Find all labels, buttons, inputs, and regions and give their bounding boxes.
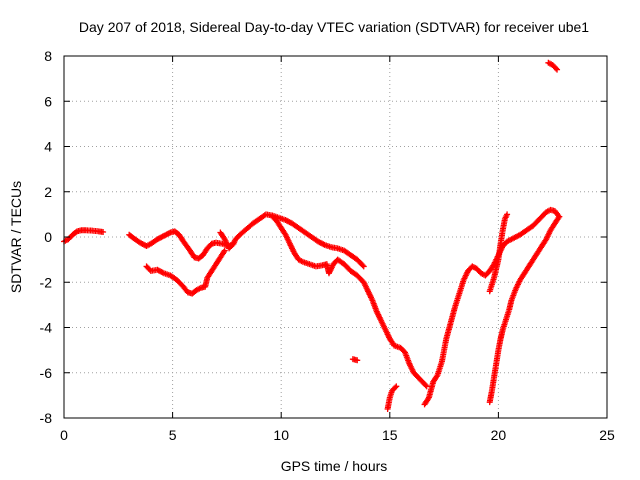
grid-lines [64, 56, 607, 418]
y-tick-label: -8 [40, 410, 53, 426]
series-s3 [143, 247, 228, 297]
x-tick-label: 10 [273, 427, 289, 443]
series-s7 [384, 383, 400, 412]
data-point [422, 382, 429, 389]
series-s5 [269, 213, 430, 390]
y-tick-label: 6 [44, 93, 52, 109]
data-point [552, 65, 559, 72]
x-tick-label: 25 [599, 427, 615, 443]
series-s11 [545, 59, 561, 73]
y-tick-label: 4 [44, 139, 52, 155]
data-point [554, 66, 561, 73]
y-axis-label: SDTVAR / TECUs [8, 181, 24, 293]
plot-frame [63, 55, 608, 419]
x-tick-label: 15 [382, 427, 398, 443]
data-point [423, 383, 430, 390]
data-point [229, 241, 236, 248]
series-s9 [486, 211, 511, 295]
series-s10 [486, 213, 563, 406]
y-tick-label: 2 [44, 184, 52, 200]
data-point [100, 229, 107, 236]
x-tick-label: 0 [60, 427, 68, 443]
data-point [556, 213, 563, 220]
x-tick-label: 20 [491, 427, 507, 443]
y-tick-label: 8 [44, 48, 52, 64]
y-tick-label: 0 [44, 229, 52, 245]
data-point [230, 240, 237, 247]
data-point [354, 357, 361, 364]
series-s4 [217, 229, 237, 252]
series-s1 [61, 227, 107, 245]
data-point [166, 230, 173, 237]
axis-ticks: 0 5 10 15 20 25 -8 -6 -4 -2 0 2 4 6 8 [40, 48, 615, 443]
y-tick-label: -4 [40, 320, 53, 336]
data-point [393, 383, 400, 390]
y-tick-label: -2 [40, 274, 53, 290]
x-axis-label: GPS time / hours [281, 458, 388, 474]
x-tick-label: 5 [169, 427, 177, 443]
y-tick-label: -6 [40, 365, 53, 381]
series-s2 [126, 211, 367, 270]
chart-title: Day 207 of 2018, Sidereal Day-to-day VTE… [79, 19, 589, 35]
data-point [359, 262, 366, 269]
data-point [320, 241, 327, 248]
data-point [360, 263, 367, 270]
series-s6 [349, 356, 361, 364]
data-point [159, 269, 166, 276]
data-point [392, 384, 399, 391]
data-point [221, 247, 228, 254]
data-points [61, 59, 563, 412]
data-point [504, 211, 511, 218]
